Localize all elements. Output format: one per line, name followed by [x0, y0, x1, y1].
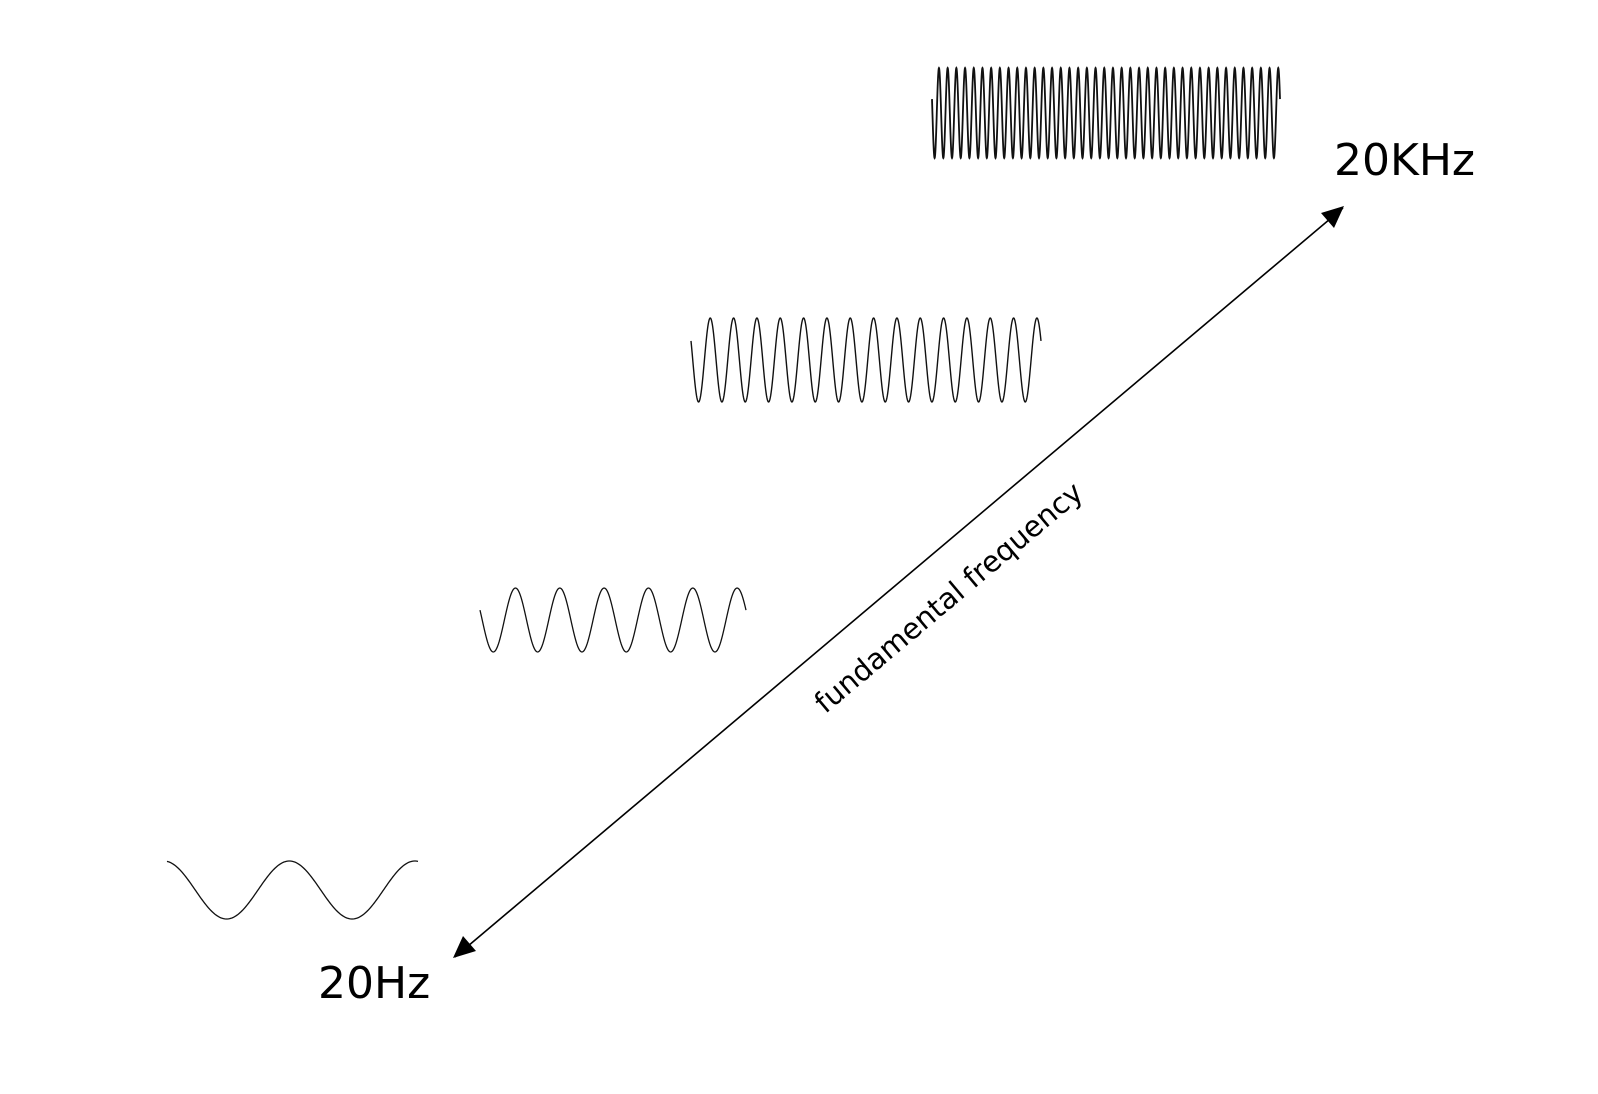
arrowhead-low-icon	[453, 936, 476, 958]
high-frequency-label: 20KHz	[1334, 135, 1475, 186]
frequency-axis-arrow	[455, 208, 1343, 957]
wave-highest-frequency	[932, 68, 1280, 158]
wave-mid-frequency	[691, 318, 1041, 402]
axis-label: fundamental frequency	[808, 475, 1090, 720]
arrowhead-high-icon	[1321, 206, 1344, 228]
wave-low-frequency	[480, 588, 746, 652]
low-frequency-label: 20Hz	[318, 958, 430, 1009]
wave-lowest-frequency	[167, 861, 418, 919]
